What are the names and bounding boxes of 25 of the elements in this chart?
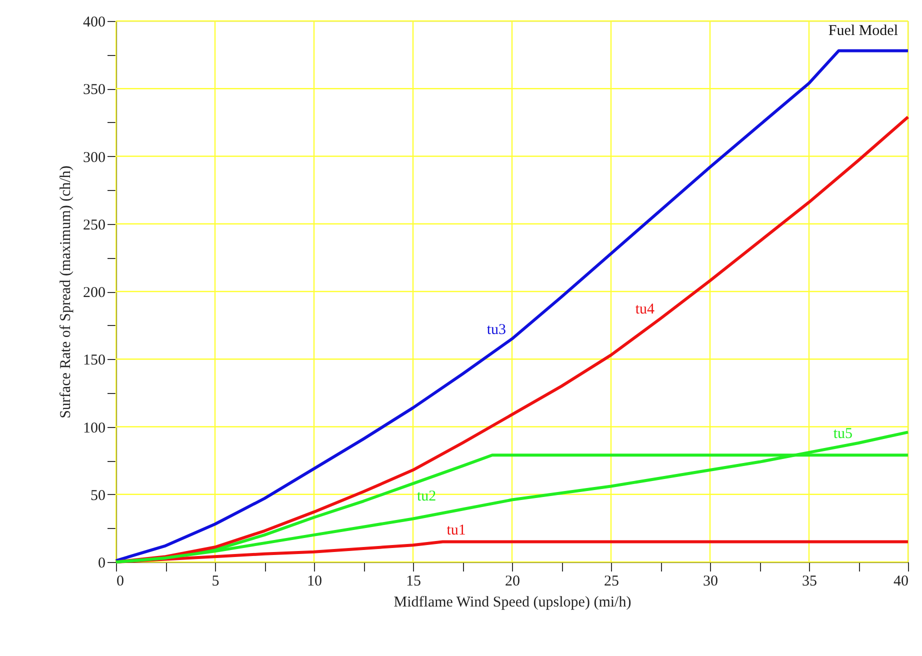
y-tick-label: 0 bbox=[98, 556, 106, 572]
y-tick-label: 350 bbox=[83, 82, 106, 98]
y-tick-label: 200 bbox=[83, 285, 106, 301]
x-axis-title: Midflame Wind Speed (upslope) (mi/h) bbox=[394, 594, 632, 610]
x-tick-label: 5 bbox=[212, 574, 220, 590]
series-label: tu4 bbox=[635, 302, 655, 318]
series-label: tu3 bbox=[486, 322, 506, 338]
x-tick-label: 40 bbox=[894, 574, 908, 590]
y-tick-label: 150 bbox=[83, 352, 106, 369]
x-tick-label: 0 bbox=[116, 574, 124, 590]
x-tick-label: 35 bbox=[802, 574, 817, 590]
x-tick-label: 25 bbox=[604, 574, 619, 590]
x-tick-label: 30 bbox=[703, 574, 718, 590]
y-tick-label: 400 bbox=[83, 14, 106, 30]
y-tick-label: 300 bbox=[83, 150, 106, 166]
series-label: tu1 bbox=[446, 522, 466, 539]
x-tick-label: 10 bbox=[307, 574, 322, 590]
y-tick-label: 50 bbox=[90, 488, 106, 504]
y-axis-title: Surface Rate of Spread (maximum) (ch/h) bbox=[58, 166, 74, 418]
series-label: tu5 bbox=[833, 426, 852, 442]
y-tick-label: 250 bbox=[83, 217, 106, 234]
x-tick-label: 15 bbox=[406, 574, 421, 590]
y-tick-label: 100 bbox=[83, 420, 106, 436]
legend-title: Fuel Model bbox=[828, 23, 898, 39]
x-tick-label: 20 bbox=[505, 574, 520, 590]
